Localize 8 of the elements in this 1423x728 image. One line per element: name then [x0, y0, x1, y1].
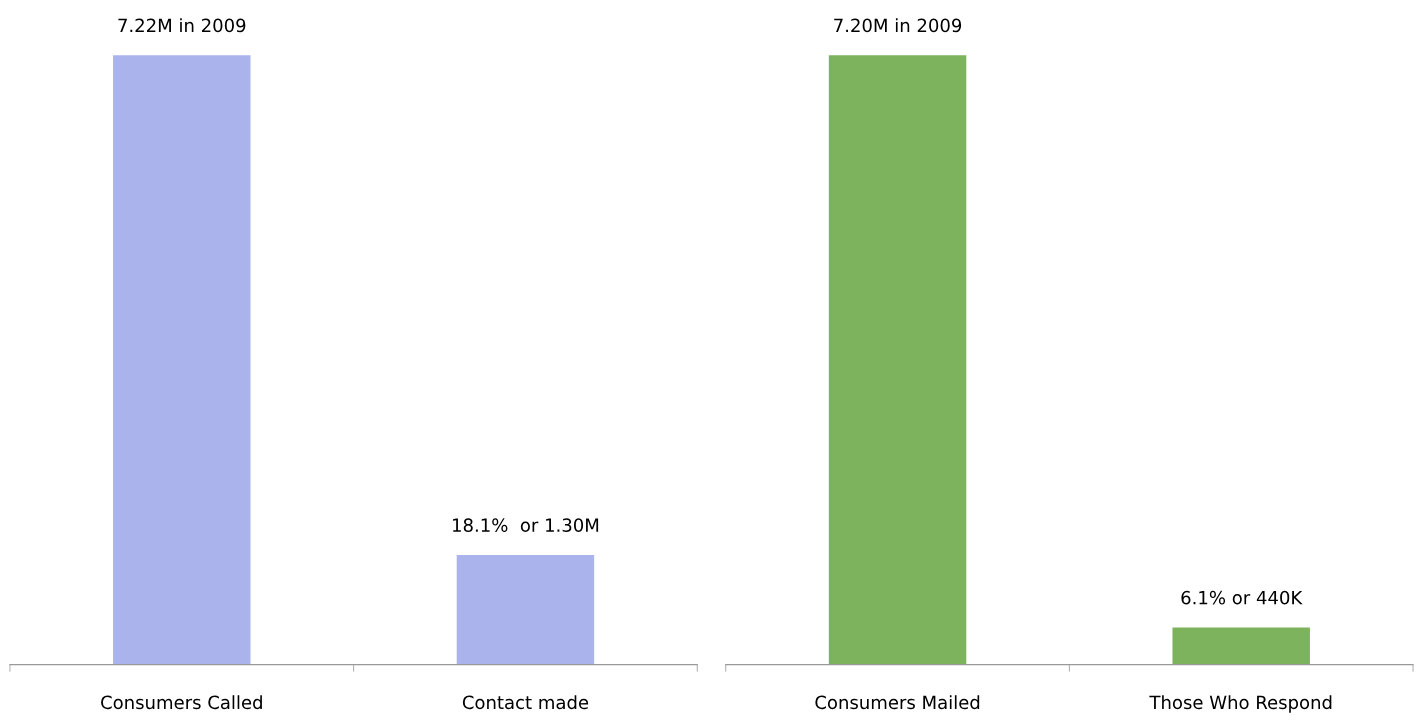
x-tick-label: Contact made	[462, 695, 589, 710]
x-tick-label: Consumers Mailed	[815, 695, 980, 710]
x-tick-label: Those Who Respond	[1149, 695, 1332, 713]
x-tick-label: Consumers Called	[101, 695, 262, 710]
data-label: 6.1% or 440K	[1181, 590, 1303, 605]
data-label: 7.22M in 2009	[118, 18, 246, 33]
data-label: 7.20M in 2009	[834, 18, 962, 33]
data-label: 18.1% or 1.30M	[453, 518, 599, 532]
